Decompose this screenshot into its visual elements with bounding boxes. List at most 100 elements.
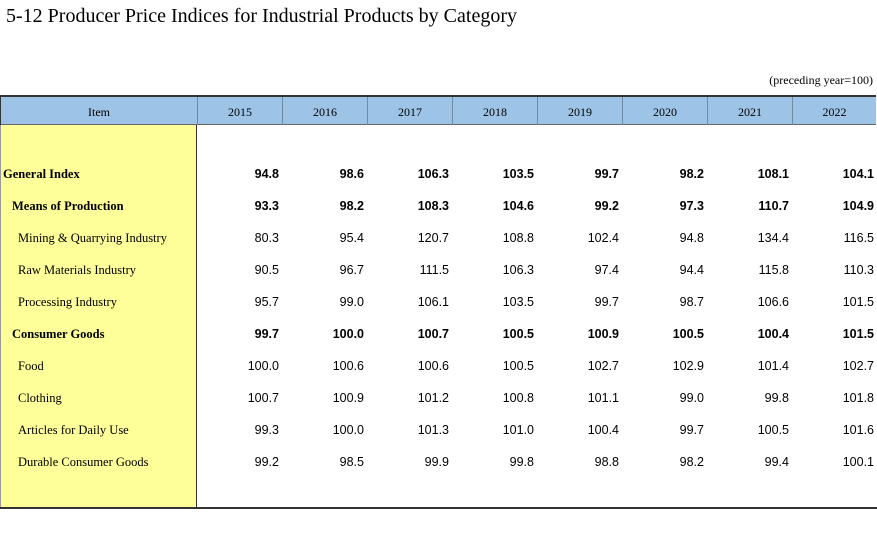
table-header-row: Item 2015 2016 2017 2018 2019 2020 2021 2022 — [0, 95, 876, 125]
header-year: 2016 — [282, 97, 367, 125]
row-value: 101.5 — [842, 327, 874, 341]
row-value: 115.8 — [758, 263, 789, 277]
table-bottom-rule — [0, 507, 877, 509]
row-value: 108.8 — [502, 231, 534, 245]
row-value: 97.4 — [594, 263, 619, 277]
row-value: 102.7 — [842, 359, 874, 373]
row-value: 101.5 — [842, 295, 874, 309]
row-value: 100.0 — [332, 327, 364, 341]
header-year: 2018 — [452, 97, 537, 125]
row-value: 100.0 — [332, 423, 364, 437]
row-value: 106.1 — [417, 295, 449, 309]
row-value: 106.3 — [502, 263, 534, 277]
row-value: 104.9 — [842, 199, 874, 213]
row-value: 99.0 — [339, 295, 364, 309]
row-value: 100.5 — [502, 327, 534, 341]
row-value: 98.6 — [339, 167, 364, 181]
row-value: 98.2 — [679, 455, 704, 469]
header-year: 2019 — [537, 97, 622, 125]
row-value: 99.3 — [254, 423, 279, 437]
row-value: 100.6 — [417, 359, 449, 373]
row-value: 100.6 — [332, 359, 364, 373]
table-row: Processing Industry 95.7 99.0 106.1 103.5 99.… — [0, 286, 877, 318]
header-year: 2021 — [707, 97, 792, 125]
row-value: 99.0 — [679, 391, 704, 405]
row-value: 100.5 — [502, 359, 534, 373]
table-row: Food 100.0 100.6 100.6 100.5 102.7 102.9 101.4 1… — [0, 350, 877, 382]
row-value: 104.6 — [502, 199, 534, 213]
row-value: 106.3 — [417, 167, 449, 181]
row-label: Articles for Daily Use — [18, 423, 129, 437]
row-value: 100.5 — [757, 423, 789, 437]
row-value: 99.7 — [594, 295, 619, 309]
row-value: 100.4 — [757, 327, 789, 341]
table-row: Raw Materials Industry 90.5 96.7 111.5 106.3… — [0, 254, 877, 286]
row-value: 93.3 — [254, 199, 279, 213]
header-year: 2020 — [622, 97, 707, 125]
row-value: 102.4 — [587, 231, 619, 245]
row-value: 97.3 — [679, 199, 704, 213]
row-value: 99.7 — [679, 423, 704, 437]
row-value: 99.9 — [424, 455, 449, 469]
row-value: 103.5 — [502, 295, 534, 309]
table-row: Mining & Quarrying Industry 80.3 95.4 120.7… — [0, 222, 877, 254]
row-value: 98.2 — [339, 199, 364, 213]
row-value: 101.2 — [417, 391, 449, 405]
row-value: 99.2 — [254, 455, 279, 469]
row-label: General Index — [3, 167, 80, 181]
table-row: Durable Consumer Goods 99.2 98.5 99.9 99.8 98… — [0, 446, 877, 478]
page-title: 5-12 Producer Price Indices for Industri… — [6, 5, 517, 27]
row-value: 90.5 — [254, 263, 279, 277]
row-value: 100.9 — [587, 327, 619, 341]
row-value: 100.1 — [842, 455, 874, 469]
row-value: 98.7 — [679, 295, 704, 309]
row-value: 94.4 — [679, 263, 704, 277]
row-value: 111.5 — [419, 263, 449, 277]
row-value: 110.3 — [843, 263, 874, 277]
row-value: 100.9 — [332, 391, 364, 405]
row-value: 100.7 — [417, 327, 449, 341]
row-value: 102.7 — [587, 359, 619, 373]
row-value: 98.5 — [339, 455, 364, 469]
row-value: 101.1 — [587, 391, 619, 405]
unit-note: (preceding year=100) — [769, 73, 873, 87]
row-value: 101.3 — [417, 423, 449, 437]
row-value: 80.3 — [254, 231, 279, 245]
row-value: 101.0 — [502, 423, 534, 437]
row-value: 99.8 — [764, 391, 789, 405]
row-label: Raw Materials Industry — [18, 263, 137, 277]
row-value: 99.7 — [594, 167, 619, 181]
row-value: 106.6 — [757, 295, 789, 309]
row-value: 102.9 — [672, 359, 704, 373]
row-value: 100.7 — [247, 391, 279, 405]
row-value: 103.5 — [502, 167, 534, 181]
table-row: Articles for Daily Use 99.3 100.0 101.3 101.… — [0, 414, 877, 446]
table-row: General Index 94.8 98.6 106.3 103.5 99.7 98.2 1… — [0, 158, 877, 190]
row-value: 95.4 — [339, 231, 364, 245]
row-value: 94.8 — [679, 231, 704, 245]
row-value: 100.4 — [587, 423, 619, 437]
row-value: 100.8 — [502, 391, 534, 405]
row-label: Means of Production — [12, 199, 124, 213]
row-value: 110.7 — [758, 199, 789, 213]
row-value: 101.6 — [842, 423, 874, 437]
row-value: 100.5 — [672, 327, 704, 341]
row-label: Mining & Quarrying Industry — [18, 231, 167, 245]
item-column-background — [0, 125, 197, 508]
row-value: 98.2 — [679, 167, 704, 181]
row-label: Food — [18, 359, 44, 373]
row-value: 94.8 — [254, 167, 279, 181]
row-value: 99.4 — [764, 455, 789, 469]
row-value: 104.1 — [842, 167, 874, 181]
row-value: 99.7 — [254, 327, 279, 341]
row-value: 101.8 — [842, 391, 874, 405]
row-value: 96.7 — [339, 263, 364, 277]
row-label: Consumer Goods — [12, 327, 105, 341]
row-value: 100.0 — [247, 359, 279, 373]
header-year: 2015 — [197, 97, 282, 125]
row-value: 99.8 — [509, 455, 534, 469]
row-value: 101.4 — [757, 359, 789, 373]
row-value: 120.7 — [417, 231, 449, 245]
header-item: Item — [0, 97, 197, 125]
row-value: 98.8 — [594, 455, 619, 469]
